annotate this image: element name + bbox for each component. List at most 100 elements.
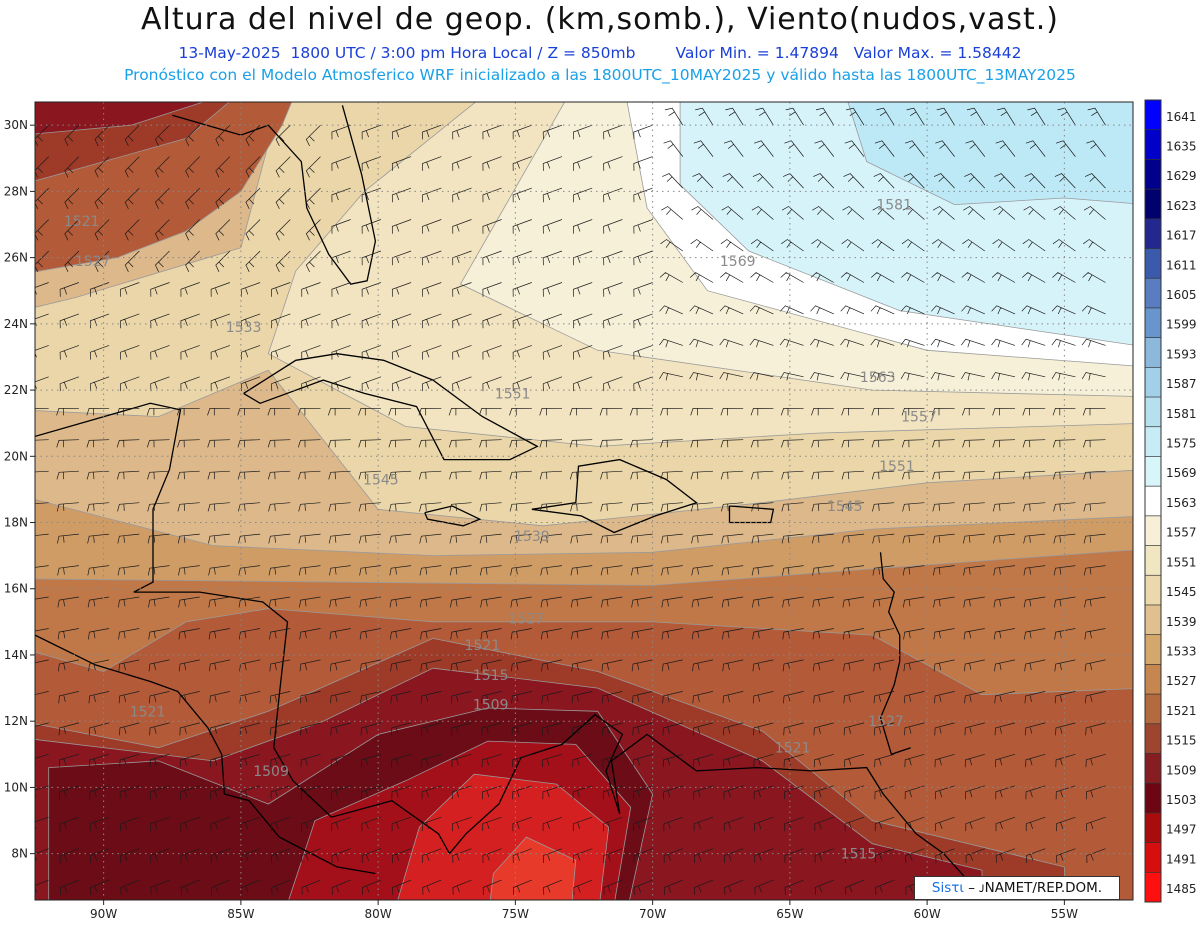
colorbar-swatch [1145,456,1161,487]
colorbar-swatch [1145,842,1161,873]
colorbar-swatch [1145,486,1161,517]
colorbar-swatch [1145,634,1161,665]
contour-label: 1521 [64,214,100,230]
colorbar-swatch [1145,337,1161,368]
colorbar-label: 1623 [1166,199,1197,213]
model-info-line: Pronóstico con el Modelo Atmosferico WRF… [124,66,1076,84]
credit-highlight: Sisτι [931,880,964,896]
colorbar-swatch [1145,664,1161,695]
colorbar-label: 1557 [1166,526,1197,540]
colorbar: 1641 1635 1629 1623 1617 1611 1605 1599 1593 1587… [1144,99,1197,903]
contour-label: 1551 [879,459,915,475]
colorbar-label: 1545 [1166,585,1197,599]
contour-label: 1581 [876,198,912,214]
colorbar-label: 1587 [1166,377,1197,391]
coast-pacific-coast [35,634,376,875]
lon-tick-label: 60W [914,907,941,921]
coastlines [35,105,977,891]
contour-label: 1521 [775,741,811,757]
lat-lon-grid [35,102,1133,900]
lat-tick-label: 26N [4,251,28,265]
coast-central-america [35,402,451,854]
contour-label: 1527 [868,714,904,730]
lon-tick-label: 80W [365,907,392,921]
colorbar-swatch [1145,100,1161,131]
contour-label: 1533 [226,320,262,336]
contour-label: 1515 [841,847,877,863]
region-band-1509-north [35,102,205,135]
contour-label: 1509 [473,698,509,714]
lat-tick-label: 16N [4,582,28,596]
colorbar-label: 1581 [1166,407,1197,421]
lon-tick-label: 55W [1051,907,1078,921]
contour-label: 1545 [363,472,399,488]
contour-label: 1515 [473,668,509,684]
credit-box: Sisτι – ᴊNAMET/REP.DOM. [914,876,1120,900]
colorbar-label: 1563 [1166,496,1197,510]
min-value: Valor Min. = 1.47894 [675,44,839,62]
lat-tick-label: 30N [4,118,28,132]
colorbar-label: 1509 [1166,763,1197,777]
map-frame [34,101,1134,901]
colorbar-label: 1527 [1166,674,1197,688]
colorbar-label: 1521 [1166,704,1197,718]
valid-time-line: 13-May-2025 1800 UTC / 3:00 pm Hora Loca… [0,44,1200,62]
colorbar-swatch [1145,367,1161,398]
colorbar-label: 1605 [1166,288,1197,302]
colorbar-swatch [1145,189,1161,220]
colorbar-swatch [1145,129,1161,160]
colorbar-swatch [1145,812,1161,844]
colorbar-swatch [1145,694,1161,725]
colorbar-frame [1144,99,1162,903]
map-axes: 90W 85W 80W 75W 70W 65W 60W 55W 8N 10N 12N 14N 16N 18… [4,118,1078,921]
lat-tick-label: 8N [11,847,28,861]
colorbar-label: 1497 [1166,823,1197,837]
credit-text: – ᴊNAMET/REP.DOM. [963,880,1103,896]
colorbar-label: 1551 [1166,555,1197,569]
lat-tick-label: 12N [4,714,28,728]
forecast-time: 1800 UTC / 3:00 pm Hora Local / Z = 850m… [290,44,636,62]
contour-label: 1563 [860,370,896,386]
colorbar-swatch [1145,545,1161,576]
lat-tick-label: 10N [4,780,28,794]
colorbar-label: 1575 [1166,437,1197,451]
region-low-1485 [489,836,577,900]
colorbar-label: 1629 [1166,169,1197,183]
coast-jamaica [424,505,482,527]
geopotential-fill [35,102,1133,900]
coast-puerto-rico [728,505,775,524]
contour-labels: 1521 1527 1533 1551 1545 1539 1521 1527 1515 1509… [64,198,937,863]
colorbar-label: 1485 [1166,882,1197,896]
contour-label: 1539 [514,529,550,545]
colorbar-label: 1533 [1166,644,1197,658]
colorbar-label: 1641 [1166,110,1197,124]
colorbar-swatch [1145,515,1161,547]
contour-label: 1545 [827,499,863,515]
max-value: Valor Max. = 1.58442 [853,44,1022,62]
colorbar-swatch [1145,783,1161,814]
colorbar-label: 1491 [1166,852,1197,866]
colorbar-label: 1593 [1166,347,1197,361]
lat-tick-label: 22N [4,383,28,397]
colorbar-swatch [1145,278,1161,309]
colorbar-swatch [1145,426,1161,457]
colorbar-label: 1539 [1166,615,1197,629]
map-title: Altura del nivel de geop. (km,somb.), Vi… [141,2,1059,37]
colorbar-swatch [1145,753,1161,784]
lat-tick-label: 20N [4,449,28,463]
contour-label: 1569 [720,254,756,270]
colorbar-label: 1617 [1166,229,1197,243]
lat-tick-label: 14N [4,648,28,662]
colorbar-swatch [1145,872,1161,903]
contour-label: 1509 [253,764,289,780]
colorbar-swatch [1145,723,1161,754]
colorbar-label: 1569 [1166,466,1197,480]
colorbar-swatch [1145,159,1161,190]
colorbar-swatch [1145,604,1161,636]
coast-hispaniola [531,458,698,534]
lat-tick-label: 28N [4,184,28,198]
colorbar-label: 1503 [1166,793,1197,807]
contour-label: 1527 [509,612,545,628]
contour-label: 1527 [75,254,111,270]
